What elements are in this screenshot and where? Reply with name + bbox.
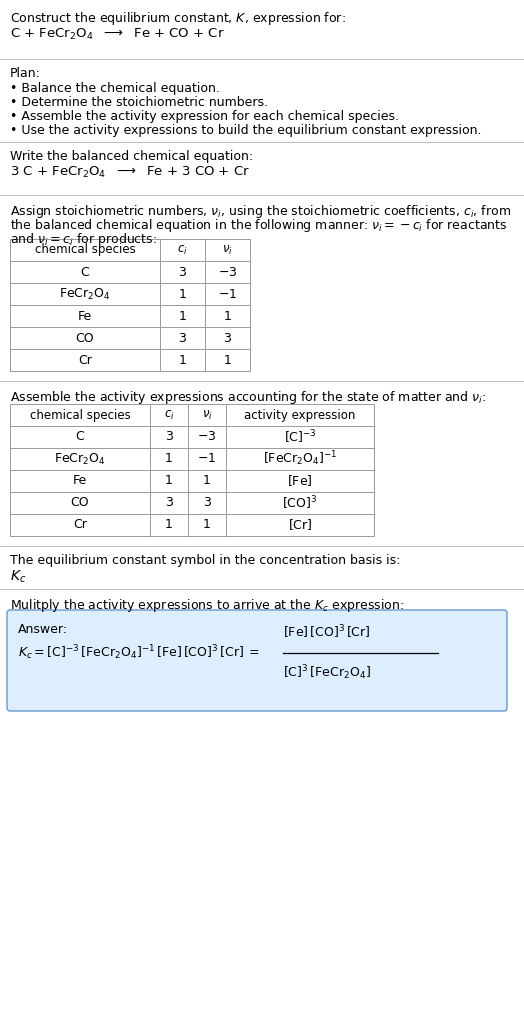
Text: Construct the equilibrium constant, $K$, expression for:: Construct the equilibrium constant, $K$,… <box>10 10 346 27</box>
Text: 1: 1 <box>179 309 187 323</box>
Text: $[\mathrm{Cr}]$: $[\mathrm{Cr}]$ <box>288 518 312 533</box>
Text: $K_c$: $K_c$ <box>10 569 26 585</box>
Text: FeCr$_2$O$_4$: FeCr$_2$O$_4$ <box>59 286 111 301</box>
FancyBboxPatch shape <box>7 610 507 711</box>
Text: Write the balanced chemical equation:: Write the balanced chemical equation: <box>10 150 253 163</box>
Text: $\nu_i$: $\nu_i$ <box>202 408 212 422</box>
Text: 1: 1 <box>165 453 173 465</box>
Bar <box>10 404 374 536</box>
Text: 3: 3 <box>224 332 232 345</box>
Text: $-1$: $-1$ <box>198 453 216 465</box>
Text: Plan:: Plan: <box>10 67 41 80</box>
Text: 1: 1 <box>165 474 173 487</box>
Text: Cr: Cr <box>73 519 87 532</box>
Text: 3: 3 <box>179 266 187 278</box>
Text: $[\mathrm{CO}]^3$: $[\mathrm{CO}]^3$ <box>282 494 318 512</box>
Text: $c_i$: $c_i$ <box>163 408 174 422</box>
Text: Mulitply the activity expressions to arrive at the $K_c$ expression:: Mulitply the activity expressions to arr… <box>10 598 405 614</box>
Text: $-3$: $-3$ <box>218 266 237 278</box>
Text: Fe: Fe <box>73 474 87 487</box>
Text: $\nu_i$: $\nu_i$ <box>222 244 233 257</box>
Text: CO: CO <box>75 332 94 345</box>
Text: chemical species: chemical species <box>30 408 130 422</box>
Text: $[\mathrm{C}]^3\,[\mathrm{FeCr_2O_4}]$: $[\mathrm{C}]^3\,[\mathrm{FeCr_2O_4}]$ <box>283 663 371 681</box>
Text: Fe: Fe <box>78 309 92 323</box>
Text: The equilibrium constant symbol in the concentration basis is:: The equilibrium constant symbol in the c… <box>10 554 400 567</box>
Text: $c_i$: $c_i$ <box>177 244 188 257</box>
Text: 1: 1 <box>224 354 232 367</box>
Text: 3: 3 <box>165 431 173 444</box>
Text: 1: 1 <box>179 354 187 367</box>
Text: $[\mathrm{Fe}]\,[\mathrm{CO}]^3\,[\mathrm{Cr}]$: $[\mathrm{Fe}]\,[\mathrm{CO}]^3\,[\mathr… <box>283 624 370 641</box>
Text: $K_c = [\mathrm{C}]^{-3}\,[\mathrm{FeCr_2O_4}]^{-1}\,[\mathrm{Fe}]\,[\mathrm{CO}: $K_c = [\mathrm{C}]^{-3}\,[\mathrm{FeCr_… <box>18 644 260 662</box>
Bar <box>10 239 250 371</box>
Text: Assign stoichiometric numbers, $\nu_i$, using the stoichiometric coefficients, $: Assign stoichiometric numbers, $\nu_i$, … <box>10 203 511 220</box>
Text: 3: 3 <box>203 496 211 510</box>
Text: 1: 1 <box>179 287 187 300</box>
Text: 1: 1 <box>224 309 232 323</box>
Text: 1: 1 <box>203 474 211 487</box>
Text: 3 C + FeCr$_2$O$_4$  $\longrightarrow$  Fe + 3 CO + Cr: 3 C + FeCr$_2$O$_4$ $\longrightarrow$ Fe… <box>10 165 250 180</box>
Text: Answer:: Answer: <box>18 623 68 636</box>
Text: • Assemble the activity expression for each chemical species.: • Assemble the activity expression for e… <box>10 110 399 123</box>
Text: • Determine the stoichiometric numbers.: • Determine the stoichiometric numbers. <box>10 96 268 109</box>
Text: 1: 1 <box>203 519 211 532</box>
Text: • Balance the chemical equation.: • Balance the chemical equation. <box>10 82 220 95</box>
Text: and $\nu_i = c_i$ for products:: and $\nu_i = c_i$ for products: <box>10 231 157 248</box>
Text: Assemble the activity expressions accounting for the state of matter and $\nu_i$: Assemble the activity expressions accoun… <box>10 389 486 406</box>
Text: FeCr$_2$O$_4$: FeCr$_2$O$_4$ <box>54 452 106 466</box>
Text: 3: 3 <box>179 332 187 345</box>
Text: C + FeCr$_2$O$_4$  $\longrightarrow$  Fe + CO + Cr: C + FeCr$_2$O$_4$ $\longrightarrow$ Fe +… <box>10 27 225 42</box>
Text: $-1$: $-1$ <box>218 287 237 300</box>
Text: $-3$: $-3$ <box>198 431 217 444</box>
Text: C: C <box>75 431 84 444</box>
Text: the balanced chemical equation in the following manner: $\nu_i = -c_i$ for react: the balanced chemical equation in the fo… <box>10 217 507 234</box>
Text: CO: CO <box>71 496 89 510</box>
Text: $[\mathrm{C}]^{-3}$: $[\mathrm{C}]^{-3}$ <box>283 429 316 446</box>
Text: 1: 1 <box>165 519 173 532</box>
Text: chemical species: chemical species <box>35 244 135 257</box>
Text: $[\mathrm{FeCr_2O_4}]^{-1}$: $[\mathrm{FeCr_2O_4}]^{-1}$ <box>263 450 337 468</box>
Text: C: C <box>81 266 90 278</box>
Text: $[\mathrm{Fe}]$: $[\mathrm{Fe}]$ <box>287 473 313 488</box>
Text: activity expression: activity expression <box>244 408 356 422</box>
Text: • Use the activity expressions to build the equilibrium constant expression.: • Use the activity expressions to build … <box>10 124 482 137</box>
Text: 3: 3 <box>165 496 173 510</box>
Text: Cr: Cr <box>78 354 92 367</box>
